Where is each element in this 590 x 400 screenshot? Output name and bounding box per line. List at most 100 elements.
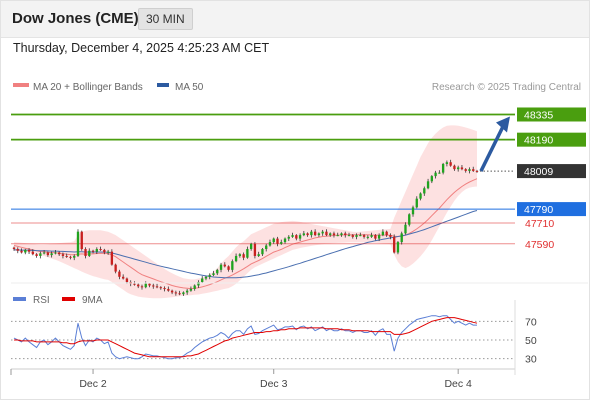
candle bbox=[227, 265, 230, 272]
candle-body bbox=[58, 252, 61, 255]
candle bbox=[423, 186, 426, 196]
candle-body bbox=[155, 286, 159, 288]
candle bbox=[234, 253, 238, 263]
candle bbox=[216, 268, 219, 276]
x-tick-label: Dec 3 bbox=[260, 378, 288, 390]
candle bbox=[197, 280, 200, 288]
candle-body bbox=[197, 282, 200, 286]
candle-body bbox=[411, 207, 415, 215]
candle-body bbox=[35, 254, 38, 256]
candle-body bbox=[445, 162, 449, 164]
forecast-arrow-head bbox=[496, 116, 510, 133]
candle bbox=[280, 239, 283, 245]
candle-body bbox=[118, 271, 121, 277]
candle bbox=[310, 229, 313, 238]
candle bbox=[434, 170, 437, 179]
rsi-tick-label: 70 bbox=[525, 316, 537, 328]
candle-body bbox=[400, 233, 403, 243]
candle bbox=[24, 248, 27, 255]
candle bbox=[27, 248, 31, 255]
legend-label-rsi: RSI bbox=[33, 295, 50, 306]
rsi-line bbox=[13, 315, 477, 360]
ma50-line bbox=[14, 210, 478, 279]
candle bbox=[185, 288, 189, 295]
candle bbox=[381, 229, 385, 237]
interval-button[interactable]: 30 MIN bbox=[138, 8, 193, 30]
timestamp: Thursday, December 4, 2025 4:25:23 AM CE… bbox=[13, 41, 270, 55]
candle bbox=[445, 160, 449, 167]
candle-body bbox=[268, 242, 272, 246]
x-tick-label: Dec 4 bbox=[444, 378, 472, 390]
candle bbox=[438, 170, 441, 174]
candle-body bbox=[344, 233, 347, 236]
candle bbox=[302, 230, 306, 237]
candle bbox=[159, 286, 162, 290]
candle bbox=[272, 237, 275, 244]
candle bbox=[400, 231, 403, 245]
rsi-lines bbox=[13, 315, 478, 360]
candle-body bbox=[159, 287, 162, 289]
candle-body bbox=[287, 236, 290, 239]
candle-body bbox=[95, 249, 98, 252]
candle bbox=[178, 290, 181, 296]
candle-body bbox=[468, 169, 471, 171]
candle-body bbox=[329, 233, 332, 236]
candle bbox=[58, 251, 61, 256]
candle-body bbox=[103, 249, 106, 253]
candle bbox=[377, 233, 381, 242]
candle bbox=[265, 243, 268, 252]
candle bbox=[460, 165, 464, 171]
rsi-tick-label: 50 bbox=[525, 335, 537, 347]
candle bbox=[223, 262, 226, 268]
candle bbox=[313, 229, 317, 237]
candle bbox=[283, 237, 287, 244]
candle-body bbox=[419, 193, 422, 199]
candle-body bbox=[137, 284, 140, 287]
candle bbox=[201, 276, 204, 284]
candle-body bbox=[61, 254, 65, 256]
candle-body bbox=[133, 283, 136, 285]
price-levels bbox=[11, 113, 515, 245]
candle bbox=[291, 232, 294, 238]
candle bbox=[76, 229, 80, 258]
candle bbox=[61, 252, 65, 259]
candle-body bbox=[370, 235, 373, 237]
candle bbox=[295, 234, 298, 241]
candle bbox=[389, 233, 392, 240]
candle-body bbox=[430, 176, 433, 182]
candle bbox=[411, 205, 415, 217]
candle bbox=[408, 213, 411, 227]
candle-body bbox=[332, 233, 336, 236]
resistance-box bbox=[517, 107, 586, 122]
candle-body bbox=[460, 167, 464, 170]
candle-body bbox=[295, 235, 298, 239]
candle bbox=[415, 196, 418, 209]
candle-body bbox=[84, 249, 87, 256]
candle bbox=[340, 232, 343, 237]
candle-body bbox=[231, 261, 234, 270]
candle-body bbox=[227, 266, 230, 270]
candle-body bbox=[396, 242, 400, 253]
candle bbox=[298, 233, 302, 242]
candle bbox=[170, 289, 174, 295]
candle-body bbox=[276, 238, 279, 244]
candle-body bbox=[24, 249, 27, 253]
forecast-arrow-shaft bbox=[479, 123, 506, 172]
candle-body bbox=[178, 293, 181, 295]
candle-body bbox=[389, 235, 392, 237]
candle bbox=[84, 247, 87, 259]
candle bbox=[321, 229, 324, 236]
candle bbox=[95, 247, 98, 255]
candle bbox=[253, 242, 257, 259]
candle-body bbox=[302, 233, 306, 236]
candle-body bbox=[434, 172, 437, 177]
candle bbox=[35, 253, 38, 258]
candle-body bbox=[351, 235, 354, 237]
moving-averages bbox=[13, 178, 478, 290]
candle bbox=[404, 222, 407, 235]
candle-body bbox=[298, 235, 302, 239]
candle bbox=[54, 250, 57, 255]
candle-body bbox=[359, 235, 362, 237]
candle-body bbox=[355, 235, 358, 237]
